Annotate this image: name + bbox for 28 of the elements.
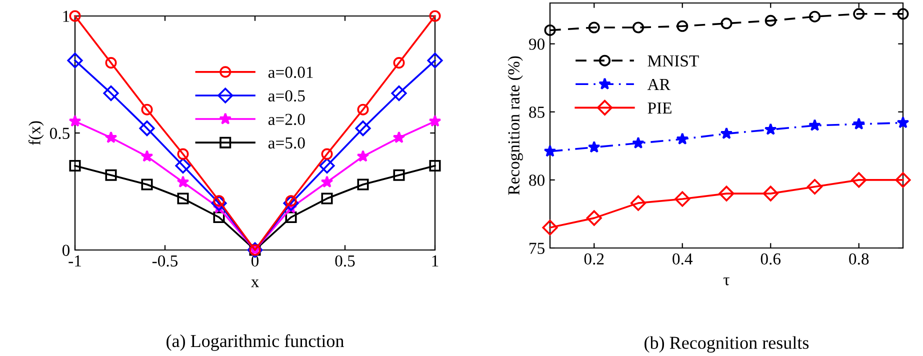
y-tick-label: 85 xyxy=(529,106,544,118)
legend-label: a=2.0 xyxy=(268,114,305,126)
x-tick-label: 0.4 xyxy=(672,253,693,265)
y-tick-label: 90 xyxy=(529,38,545,50)
legend-label: AR xyxy=(647,78,670,90)
text: (a) Logarithmic function xyxy=(166,334,344,351)
y-tick-label: 75 xyxy=(530,242,544,254)
legend-label: a=0.5 xyxy=(268,90,305,102)
legend-label: MNIST xyxy=(648,55,699,67)
y-tick-label: 80 xyxy=(529,174,545,186)
y-tick-label: 1 xyxy=(63,10,70,22)
x-tick-label: -0.5 xyxy=(152,255,178,267)
y-tick-label: 0 xyxy=(62,244,70,256)
x-tick-label: 0.5 xyxy=(335,255,355,267)
x-axis-title: x xyxy=(250,279,259,288)
x-axis-title: τ xyxy=(724,277,730,286)
x-tick-label: 0.2 xyxy=(584,253,604,265)
legend-label: PIE xyxy=(648,102,672,114)
y-axis-title: f(x) xyxy=(28,121,44,145)
text: (b) Recognition results xyxy=(644,336,809,353)
x-tick-label: 1 xyxy=(432,255,438,266)
y-axis-title: Recognition rate (%) xyxy=(508,56,523,195)
legend-label: a=5.0 xyxy=(268,137,305,149)
legend-label: a=0.01 xyxy=(268,66,313,78)
x-tick-label: 0.8 xyxy=(849,253,869,265)
x-tick-label: 0.6 xyxy=(760,253,781,265)
x-tick-label: -1 xyxy=(68,255,81,266)
y-tick-label: 0.5 xyxy=(50,128,70,140)
